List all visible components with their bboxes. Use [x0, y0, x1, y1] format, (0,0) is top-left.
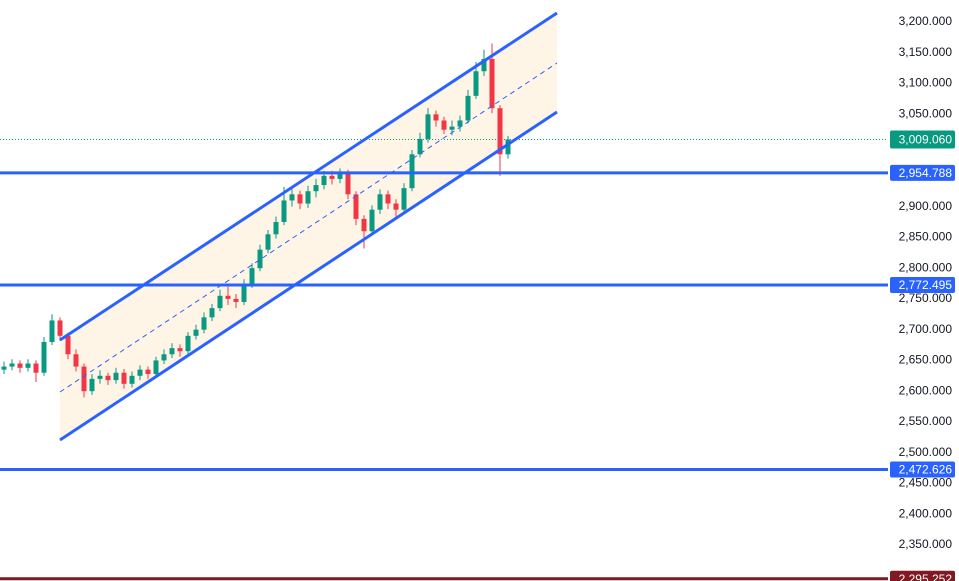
y-tick-label: 3,100.000 [899, 76, 953, 90]
level-tag [890, 570, 955, 581]
level-tag [890, 164, 955, 181]
candle-body [129, 375, 135, 384]
y-tick-label: 2,550.000 [899, 414, 953, 428]
candle-body [401, 188, 407, 210]
candle-body [457, 120, 463, 127]
candle-body [313, 185, 319, 192]
y-tick-label: 3,150.000 [899, 45, 953, 59]
candle-body [353, 194, 359, 219]
y-tick-label: 2,350.000 [899, 537, 953, 551]
candle-body [25, 363, 31, 368]
candle-body [209, 308, 215, 318]
level-tag-label: 2,295.252 [899, 572, 953, 581]
level-tag-label: 2,772.495 [899, 278, 953, 292]
last-price-label: 3,009.060 [899, 133, 953, 147]
y-tick-label: 3,050.000 [899, 106, 953, 120]
candle-body [345, 172, 351, 195]
y-tick-label: 2,500.000 [899, 445, 953, 459]
candle-body [177, 348, 183, 352]
y-tick-label: 2,700.000 [899, 322, 953, 336]
candle-body [321, 175, 327, 186]
candle-body [473, 71, 479, 96]
candle-body [241, 283, 247, 302]
candle-body [249, 268, 255, 284]
candle-body [409, 154, 415, 189]
candle-body [489, 58, 495, 109]
candle-body [273, 221, 279, 235]
candle-body [305, 191, 311, 204]
candle-body [89, 378, 95, 392]
candle-body [97, 375, 103, 379]
candle-body [81, 366, 87, 392]
candle-body [369, 209, 375, 232]
y-tick-label: 2,400.000 [899, 506, 953, 520]
candle-body [441, 120, 447, 130]
candle-body [257, 249, 263, 269]
candle-body [505, 139, 511, 155]
channel-upper [59, 11, 558, 342]
y-tick-label: 2,850.000 [899, 230, 953, 244]
candle-body [297, 194, 303, 204]
candle-body [449, 126, 455, 130]
candle-body [481, 58, 487, 72]
y-tick-label: 2,450.000 [899, 476, 953, 490]
candle-body [217, 295, 223, 309]
level-tag [890, 277, 955, 294]
candle-body [185, 335, 191, 352]
candle-body [329, 175, 335, 179]
y-tick-label: 2,650.000 [899, 353, 953, 367]
candle-body [377, 194, 383, 210]
candle-body [1, 366, 7, 370]
candle-body [337, 172, 343, 179]
channel-fill [60, 13, 557, 440]
candle-body [465, 95, 471, 121]
plot [0, 43, 888, 581]
candle-body [425, 114, 431, 139]
candle-body [65, 335, 71, 355]
candle-body [385, 194, 391, 204]
candle-body [17, 363, 23, 368]
candle-body [233, 298, 239, 302]
candle-body [57, 320, 63, 336]
candle-body [73, 354, 79, 367]
candle-body [281, 200, 287, 222]
y-tick-label: 3,200.000 [899, 14, 953, 28]
candle-body [33, 363, 39, 373]
y-tick-label: 2,900.000 [899, 199, 953, 213]
level-tag-label: 2,472.626 [899, 463, 953, 477]
last-price-tag [890, 130, 955, 149]
candle-body [161, 354, 167, 361]
candle-body [497, 108, 503, 155]
candle-body [289, 194, 295, 201]
candle-body [225, 295, 231, 299]
candle-body [193, 329, 199, 336]
y-tick-label: 2,750.000 [899, 291, 953, 305]
candle-body [153, 360, 159, 374]
candle-body [361, 218, 367, 232]
candle-body [121, 372, 127, 384]
channel-mid [59, 62, 558, 393]
candle-body [169, 348, 175, 355]
y-tick-label: 2,800.000 [899, 260, 953, 274]
candle-body [145, 369, 151, 374]
candle-body [417, 138, 423, 155]
candle-body [113, 372, 119, 381]
y-tick-label: 2,600.000 [899, 383, 953, 397]
candle-body [105, 375, 111, 381]
level-tag [890, 461, 955, 478]
candle-body [41, 341, 47, 373]
candle-body [201, 317, 207, 330]
candle-body [137, 369, 143, 376]
candle-body [393, 203, 399, 210]
candle-body [433, 114, 439, 121]
level-tag-label: 2,954.788 [899, 166, 953, 180]
candle-body [265, 234, 271, 250]
candle-body [9, 363, 15, 367]
channel-lower [59, 110, 558, 442]
candle-body [49, 320, 55, 342]
price-axis: 3,200.000 3,150.000 3,100.000 3,050.000 2,90… [890, 14, 955, 581]
